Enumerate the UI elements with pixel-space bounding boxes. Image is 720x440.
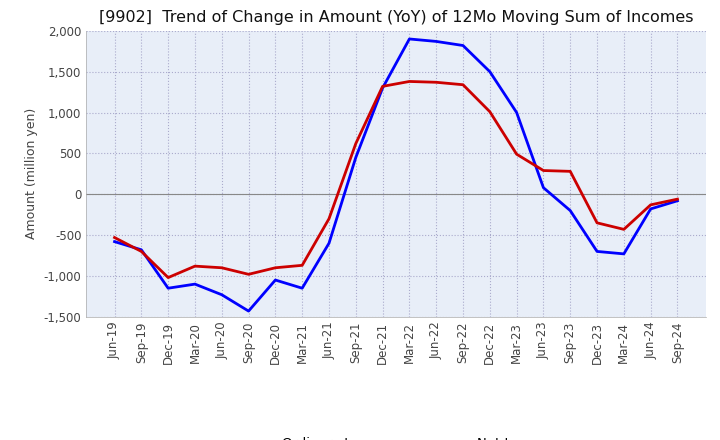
Ordinary Income xyxy=(110,239,119,244)
Ordinary Income xyxy=(298,286,307,291)
Net Income xyxy=(513,151,521,157)
Net Income xyxy=(110,235,119,240)
Ordinary Income xyxy=(566,208,575,213)
Ordinary Income xyxy=(378,85,387,91)
Net Income xyxy=(566,169,575,174)
Ordinary Income xyxy=(164,286,173,291)
Net Income xyxy=(619,227,628,232)
Net Income xyxy=(137,249,145,254)
Ordinary Income xyxy=(271,277,279,282)
Net Income xyxy=(593,220,601,225)
Ordinary Income xyxy=(459,43,467,48)
Net Income xyxy=(432,80,441,85)
Net Income xyxy=(244,271,253,277)
Ordinary Income xyxy=(432,39,441,44)
Ordinary Income xyxy=(405,37,414,42)
Ordinary Income xyxy=(673,198,682,203)
Ordinary Income xyxy=(647,206,655,212)
Net Income xyxy=(271,265,279,271)
Ordinary Income xyxy=(351,155,360,160)
Net Income xyxy=(298,263,307,268)
Ordinary Income xyxy=(325,241,333,246)
Net Income xyxy=(217,265,226,271)
Net Income xyxy=(647,202,655,208)
Net Income xyxy=(673,197,682,202)
Net Income xyxy=(405,79,414,84)
Net Income xyxy=(485,109,494,114)
Ordinary Income xyxy=(217,292,226,297)
Title: [9902]  Trend of Change in Amount (YoY) of 12Mo Moving Sum of Incomes: [9902] Trend of Change in Amount (YoY) o… xyxy=(99,11,693,26)
Net Income xyxy=(539,168,548,173)
Line: Ordinary Income: Ordinary Income xyxy=(114,39,678,311)
Net Income xyxy=(351,141,360,146)
Net Income xyxy=(164,275,173,280)
Ordinary Income xyxy=(191,282,199,287)
Line: Net Income: Net Income xyxy=(114,81,678,278)
Ordinary Income xyxy=(619,251,628,257)
Ordinary Income xyxy=(593,249,601,254)
Ordinary Income xyxy=(244,308,253,314)
Ordinary Income xyxy=(485,69,494,74)
Ordinary Income xyxy=(137,247,145,253)
Legend: Ordinary Income, Net Income: Ordinary Income, Net Income xyxy=(233,432,559,440)
Ordinary Income xyxy=(513,110,521,115)
Net Income xyxy=(459,82,467,88)
Net Income xyxy=(191,264,199,269)
Net Income xyxy=(378,84,387,89)
Ordinary Income xyxy=(539,185,548,191)
Net Income xyxy=(325,216,333,221)
Y-axis label: Amount (million yen): Amount (million yen) xyxy=(25,108,38,239)
